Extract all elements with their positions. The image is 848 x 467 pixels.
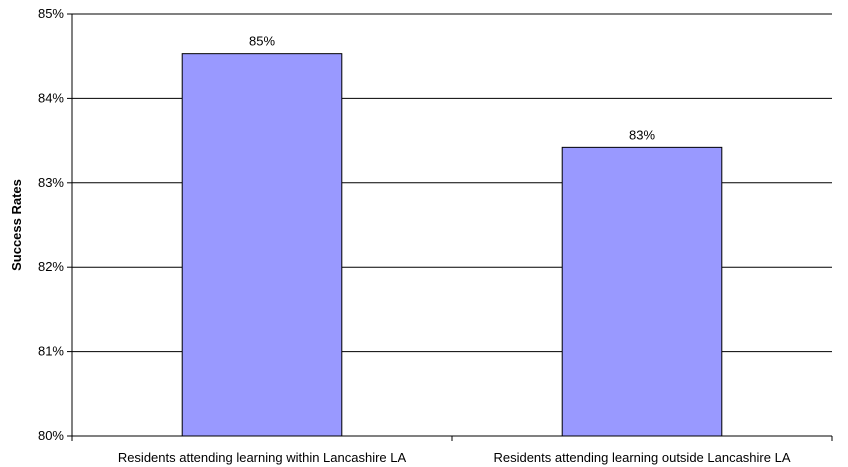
x-category-labels: Residents attending learning within Lanc…	[118, 450, 791, 465]
y-tick-label: 84%	[38, 90, 64, 105]
y-tick-labels: 80% 81% 82% 83% 84% 85%	[38, 6, 64, 443]
data-labels: 85% 83%	[249, 34, 655, 143]
bar	[561, 146, 723, 437]
data-label: 83%	[629, 127, 655, 142]
y-tick-label: 82%	[38, 259, 64, 274]
y-tick-label: 83%	[38, 175, 64, 190]
axes	[67, 13, 833, 441]
bars	[181, 53, 723, 437]
bar	[181, 53, 343, 437]
y-axis-title: Success Rates	[9, 179, 24, 271]
y-tick-label: 81%	[38, 344, 64, 359]
y-tick-label: 80%	[38, 428, 64, 443]
x-category-label: Residents attending learning within Lanc…	[118, 450, 407, 465]
y-tick-label: 85%	[38, 6, 64, 21]
x-category-label: Residents attending learning outside Lan…	[493, 450, 790, 465]
data-label: 85%	[249, 34, 275, 49]
